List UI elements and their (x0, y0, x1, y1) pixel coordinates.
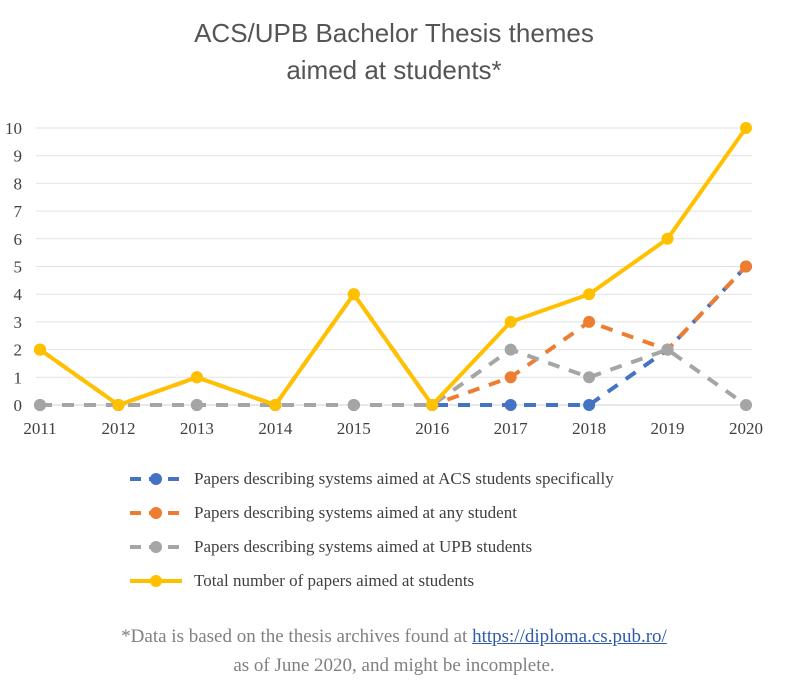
series-3 (34, 122, 752, 411)
y-tick-label: 5 (14, 258, 23, 277)
data-point (269, 399, 282, 411)
x-tick-label: 2012 (101, 419, 135, 438)
data-point (740, 260, 752, 273)
x-tick-label: 2016 (415, 419, 449, 438)
footnote-text: *Data is based on the thesis archives fo… (121, 626, 473, 647)
x-axis-ticks: 2011 2012 2013 2014 2015 2016 2017 2018 2019 2020 (23, 419, 763, 438)
data-point (504, 315, 517, 328)
y-tick-label: 6 (14, 230, 23, 249)
y-axis-ticks: 0 1 2 3 4 5 6 7 8 9 10 (5, 119, 23, 415)
series-line (40, 347, 748, 407)
legend-label: Total number of papers aimed at students (194, 571, 475, 590)
data-point (740, 399, 752, 411)
legend-label: Papers describing systems aimed at any s… (194, 503, 517, 522)
legend-item: Papers describing systems aimed at UPB s… (128, 530, 614, 564)
data-point (190, 371, 203, 384)
x-tick-label: 2013 (180, 419, 214, 438)
y-tick-label: 9 (14, 147, 23, 166)
data-point (34, 399, 46, 411)
series-line (38, 265, 748, 407)
y-tick-label: 1 (14, 368, 23, 387)
data-point (504, 343, 517, 356)
legend-swatch (130, 507, 182, 519)
chart-title: ACS/UPB Bachelor Thesis themes (194, 18, 594, 48)
x-tick-label: 2018 (572, 419, 606, 438)
footnote: *Data is based on the thesis archives fo… (0, 622, 788, 680)
data-point (347, 399, 360, 411)
series-lines (34, 122, 752, 411)
series-0 (34, 260, 752, 411)
series-1 (34, 260, 752, 411)
footnote-link[interactable]: https://diploma.cs.pub.ro/ (472, 626, 667, 647)
legend-label: Papers describing systems aimed at ACS s… (194, 469, 614, 488)
y-tick-label: 8 (14, 174, 23, 193)
y-tick-label: 3 (14, 313, 23, 332)
data-point (347, 288, 360, 301)
data-point (583, 399, 596, 411)
legend-swatch (130, 541, 182, 553)
series-line (40, 265, 748, 407)
legend-item: Papers describing systems aimed at ACS s… (128, 462, 614, 496)
data-point (112, 399, 125, 411)
y-tick-label: 10 (5, 119, 22, 138)
x-tick-label: 2015 (337, 419, 371, 438)
x-tick-label: 2011 (23, 419, 56, 438)
y-tick-label: 4 (14, 285, 23, 304)
data-point (740, 122, 752, 134)
data-point (34, 343, 46, 356)
legend-swatch (130, 575, 182, 587)
y-tick-label: 0 (14, 396, 23, 415)
data-point (426, 399, 439, 411)
data-point (661, 343, 674, 356)
chart-subtitle: aimed at students* (286, 55, 502, 85)
legend-label: Papers describing systems aimed at UPB s… (194, 537, 533, 556)
x-tick-label: 2017 (494, 419, 529, 438)
x-tick-label: 2014 (258, 419, 293, 438)
legend-item: Total number of papers aimed at students (128, 564, 614, 598)
data-point (661, 232, 674, 245)
data-point (583, 288, 596, 301)
gridlines (36, 127, 752, 406)
y-tick-label: 7 (14, 202, 23, 221)
data-point (504, 371, 517, 384)
legend: Papers describing systems aimed at ACS s… (128, 462, 614, 598)
legend-item: Papers describing systems aimed at any s… (128, 496, 614, 530)
data-point (583, 315, 596, 328)
data-point (583, 371, 596, 384)
y-tick-label: 2 (14, 341, 23, 360)
data-point (190, 399, 203, 411)
x-tick-label: 2020 (729, 419, 763, 438)
series-line (38, 126, 748, 407)
x-tick-label: 2019 (651, 419, 685, 438)
data-point (504, 399, 517, 411)
legend-swatch (130, 473, 182, 485)
footnote-line2: as of June 2020, and might be incomplete… (233, 655, 555, 676)
